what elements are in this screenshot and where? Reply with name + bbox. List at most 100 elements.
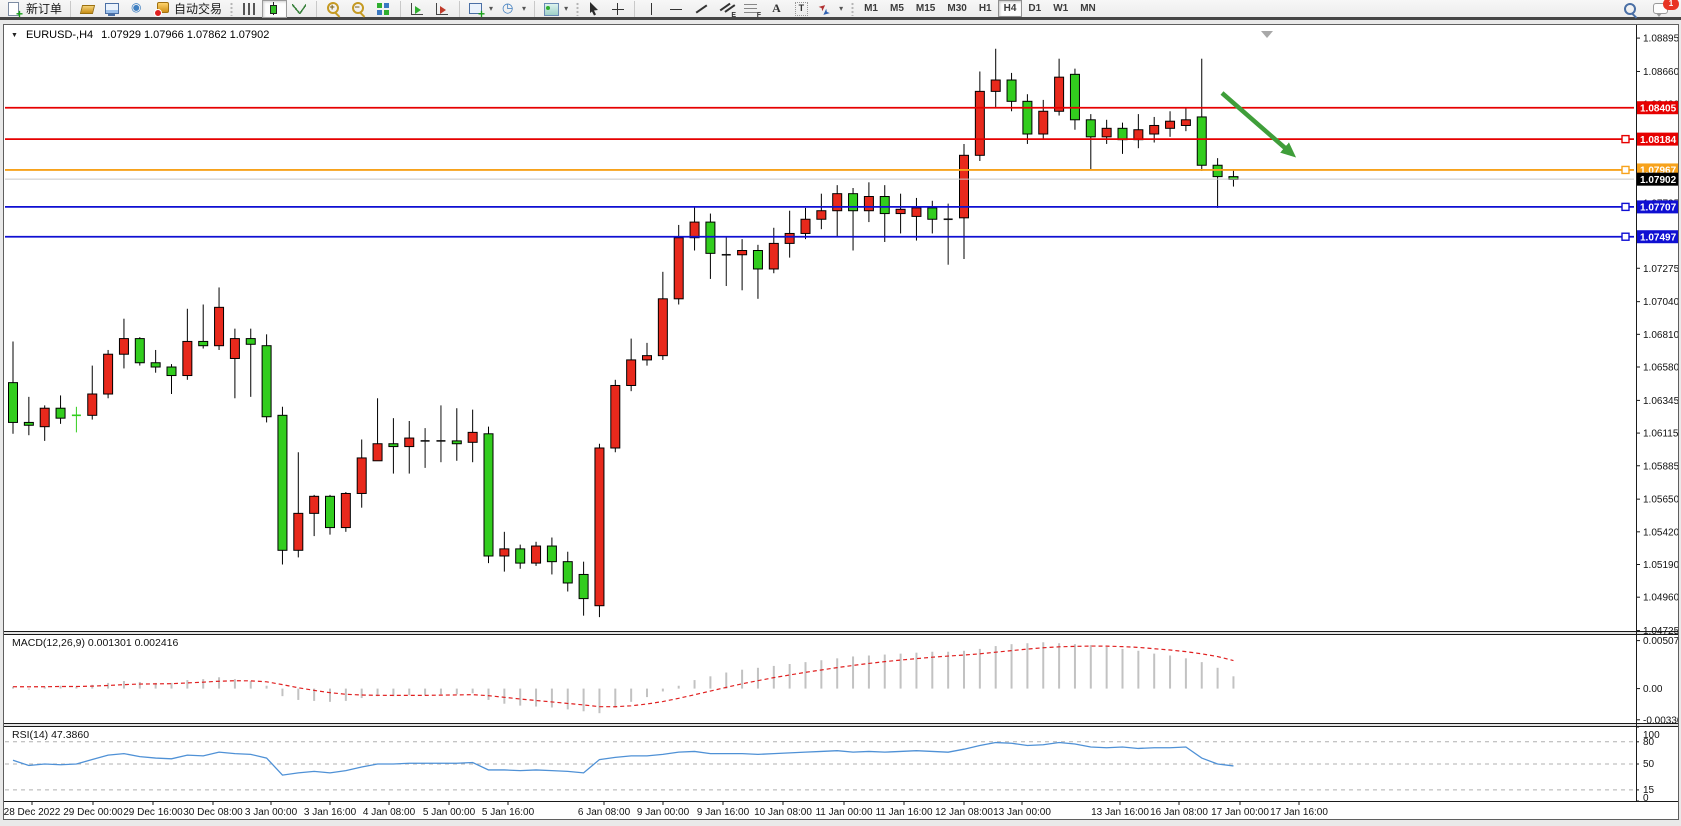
market-watch-icon — [79, 1, 96, 17]
timeframe-button-H1[interactable]: H1 — [973, 0, 998, 17]
chart-shift-icon — [434, 1, 451, 17]
timeframe-button-W1[interactable]: W1 — [1047, 0, 1074, 17]
macd-indicator-label: MACD(12,26,9) 0.001301 0.002416 — [12, 637, 179, 649]
zoom-out-button[interactable]: − — [346, 0, 371, 18]
rsi-panel — [5, 741, 1634, 791]
svg-text:1.05885: 1.05885 — [1643, 461, 1678, 472]
timeframe-button-M1[interactable]: M1 — [858, 0, 884, 17]
trendline-button[interactable] — [689, 0, 714, 18]
svg-text:1.08405: 1.08405 — [1640, 104, 1677, 115]
zoom-in-icon: + — [325, 1, 342, 17]
svg-text:1.04725: 1.04725 — [1643, 626, 1678, 637]
vertical-line-button[interactable] — [639, 0, 664, 18]
timeframe-button-D1[interactable]: D1 — [1022, 0, 1047, 17]
notifications-button[interactable]: 1 — [1648, 0, 1679, 18]
svg-text:1.07275: 1.07275 — [1643, 264, 1678, 275]
chart-title-bar[interactable]: ▼ EURUSD-,H4 1.07929 1.07966 1.07862 1.0… — [11, 29, 269, 41]
bar-chart-icon — [241, 1, 258, 17]
horizontal-line-icon — [668, 1, 685, 17]
svg-text:1.06580: 1.06580 — [1643, 363, 1678, 374]
svg-text:1.05650: 1.05650 — [1643, 495, 1678, 506]
period-button[interactable]: ▾ — [497, 0, 530, 18]
svg-text:1.08660: 1.08660 — [1643, 67, 1678, 78]
svg-text:11 Jan 00:00: 11 Jan 00:00 — [815, 807, 873, 818]
svg-text:17 Jan 00:00: 17 Jan 00:00 — [1211, 807, 1269, 818]
svg-text:1.06345: 1.06345 — [1643, 396, 1678, 407]
tile-windows-button[interactable] — [371, 0, 396, 18]
one-click-trading-arrow[interactable]: ▼ — [11, 31, 18, 39]
toolbar-separator — [459, 0, 461, 17]
svg-text:3 Jan 16:00: 3 Jan 16:00 — [304, 807, 357, 818]
notification-badge: 1 — [1663, 0, 1679, 10]
zoom-in-button[interactable]: + — [321, 0, 346, 18]
market-watch-button[interactable] — [75, 0, 100, 18]
svg-text:3 Jan 00:00: 3 Jan 00:00 — [245, 807, 298, 818]
line-handle[interactable] — [1621, 165, 1630, 175]
toolbar-grip[interactable] — [575, 1, 581, 16]
line-handle[interactable] — [1621, 232, 1630, 241]
new-chart-icon — [468, 1, 485, 20]
timeframe-button-MN[interactable]: MN — [1074, 0, 1102, 17]
chart-shift-button[interactable] — [430, 0, 455, 18]
candlestick-chart-type-button[interactable] — [262, 0, 288, 18]
toolbar-separator — [534, 0, 536, 17]
timeframe-button-H4[interactable]: H4 — [997, 0, 1023, 17]
search-button[interactable] — [1617, 0, 1642, 18]
svg-text:1.07707: 1.07707 — [1640, 203, 1677, 214]
timeframe-toolbar: M1 M5 M15 M30 H1 H4 D1 W1 MN — [858, 0, 1102, 17]
auto-trading-button[interactable]: 自动交易 — [150, 0, 226, 18]
text-label-button[interactable] — [789, 0, 814, 18]
toolbar-grip[interactable] — [229, 1, 235, 16]
auto-scroll-button[interactable] — [405, 0, 430, 18]
line-handle[interactable] — [1621, 202, 1630, 212]
data-window-button[interactable] — [100, 0, 125, 18]
trend-arrow[interactable] — [1220, 91, 1297, 158]
text-label-icon — [793, 1, 810, 17]
chart-ohlc-values: 1.07929 1.07966 1.07862 1.07902 — [101, 29, 270, 41]
svg-text:16 Jan 08:00: 16 Jan 08:00 — [1150, 807, 1208, 818]
new-order-icon — [6, 1, 23, 20]
signals-button[interactable] — [125, 0, 150, 18]
chart-symbol-period: EURUSD-,H4 — [25, 29, 94, 41]
timeframe-button-M5[interactable]: M5 — [884, 0, 910, 17]
horizontal-line-button[interactable] — [664, 0, 689, 18]
svg-text:28 Dec 2022: 28 Dec 2022 — [4, 807, 61, 818]
chart-shift-marker[interactable] — [1261, 31, 1273, 38]
new-chart-button[interactable]: ▾ — [464, 0, 497, 20]
toolbar-separator — [70, 0, 72, 17]
timeframe-button-M15[interactable]: M15 — [910, 0, 941, 17]
line-chart-type-button[interactable] — [287, 0, 312, 18]
chart-canvas[interactable]: 1.088951.086601.084301.081951.079651.077… — [4, 25, 1678, 819]
channel-button[interactable] — [714, 0, 739, 19]
svg-text:30 Dec 08:00: 30 Dec 08:00 — [183, 807, 243, 818]
svg-text:10 Jan 08:00: 10 Jan 08:00 — [754, 807, 812, 818]
templates-button[interactable]: ▾ — [539, 0, 572, 18]
price-axis[interactable]: 1.088951.086601.084301.081951.079651.077… — [1636, 34, 1678, 804]
svg-text:17 Jan 16:00: 17 Jan 16:00 — [1270, 807, 1328, 818]
timeframe-button-M30[interactable]: M30 — [941, 0, 972, 17]
line-handle[interactable] — [1621, 134, 1630, 144]
panel-splitter[interactable] — [4, 723, 1678, 727]
new-order-button[interactable]: 新订单 — [2, 0, 66, 20]
text-icon — [768, 1, 785, 17]
new-order-label: 新订单 — [26, 2, 63, 16]
time-axis[interactable]: 28 Dec 2022 29 Dec 00:00 29 Dec 16:00 30 De… — [4, 801, 1328, 818]
svg-text:-0.003301: -0.003301 — [1643, 715, 1678, 726]
crosshair-button[interactable] — [605, 0, 630, 18]
svg-text:1.04960: 1.04960 — [1643, 593, 1678, 604]
fibonacci-button[interactable] — [739, 0, 764, 19]
toolbar-grip[interactable] — [850, 1, 856, 16]
auto-trading-label: 自动交易 — [174, 2, 223, 16]
shapes-button[interactable]: ▾ — [814, 0, 847, 18]
svg-text:15: 15 — [1643, 785, 1655, 796]
price-level-label-1.08184: 1.08184 — [1637, 132, 1678, 146]
text-button[interactable] — [764, 0, 789, 18]
panel-splitter[interactable] — [4, 631, 1678, 635]
arrows-icon — [818, 1, 835, 17]
candlestick-chart-icon — [266, 1, 283, 17]
vertical-line-icon — [643, 1, 660, 17]
svg-text:13 Jan 00:00: 13 Jan 00:00 — [993, 807, 1051, 818]
bar-chart-type-button[interactable] — [237, 0, 262, 18]
cursor-button[interactable] — [583, 0, 605, 18]
